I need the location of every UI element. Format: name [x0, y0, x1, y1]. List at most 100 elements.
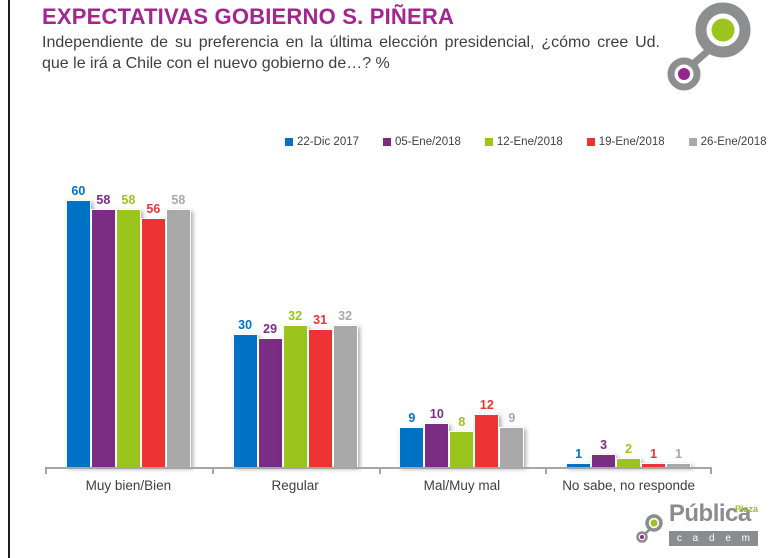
bar-value-label: 56: [146, 201, 161, 216]
bar-group: 30 29 32 31 32: [212, 309, 379, 467]
bar-value-label: 1: [575, 446, 583, 461]
bar-column: 12: [474, 397, 500, 467]
bar: [474, 413, 500, 467]
bar-column: 32: [332, 308, 358, 467]
plaza-publica-cadem-logo: Pública Plaza c a d e m: [635, 502, 758, 546]
bar-column: 30: [232, 317, 258, 467]
bar-value-label: 1: [675, 446, 683, 461]
brand-tag: Plaza: [734, 504, 758, 514]
bar: [257, 337, 283, 467]
x-axis-tick: [378, 467, 381, 474]
bar-value-label: 58: [171, 192, 186, 207]
bar-column: 56: [140, 201, 166, 467]
legend-item: 26-Ene/2018: [688, 136, 767, 148]
page-title: EXPECTATIVAS GOBIERNO S. PIÑERA: [42, 4, 455, 29]
brand-name: Pública: [668, 500, 751, 527]
plaza-publica-circles-icon: [667, 2, 751, 91]
legend-label: 12-Ene/2018: [496, 136, 563, 148]
x-axis-tick: [211, 467, 214, 474]
legend-item: 22-Dic 2017: [285, 136, 359, 148]
bar: [307, 329, 333, 467]
legend-label: 05-Ene/2018: [395, 136, 461, 148]
bar-value-label: 30: [238, 317, 253, 332]
x-axis-category-label: Mal/Muy mal: [423, 478, 501, 493]
chart-legend: 22-Dic 2017 05-Ene/2018 12-Ene/2018 19-Ene/…: [285, 136, 767, 148]
bar-column: 2: [616, 442, 642, 467]
bar-value-label: 1: [650, 446, 658, 461]
bar-column: 29: [257, 321, 283, 467]
legend-item: 19-Ene/2018: [586, 136, 665, 148]
x-axis-tick: [545, 467, 548, 474]
bar: [591, 453, 617, 467]
bar-value-label: 9: [508, 410, 516, 425]
bar: [424, 422, 450, 467]
legend-item: 12-Ene/2018: [484, 136, 563, 148]
bar: [641, 462, 667, 467]
bar-value-label: 60: [71, 184, 86, 198]
bar-value-label: 2: [625, 442, 633, 457]
bar-value-label: 8: [458, 415, 466, 430]
bar-column: 58: [115, 192, 141, 467]
bar: [232, 333, 258, 467]
x-axis-category-label: Regular: [271, 478, 319, 493]
bar: [566, 462, 592, 467]
bar: [65, 200, 91, 467]
legend-label: 26-Ene/2018: [700, 136, 767, 148]
bar-column: 32: [282, 309, 308, 467]
bar-group: 9 10 8 12 9: [379, 398, 546, 467]
bar: [616, 458, 642, 467]
legend-label: 19-Ene/2018: [598, 136, 665, 148]
bar-column: 58: [90, 192, 116, 467]
bar-column: 1: [641, 446, 667, 467]
left-border-line: [8, 0, 10, 558]
x-axis-category-label: Muy bien/Bien: [85, 478, 172, 493]
bar-column: 1: [566, 446, 592, 467]
x-axis-labels: Muy bien/Bien Regular Mal/Muy mal No sabe, …: [45, 478, 712, 493]
x-axis: [45, 467, 712, 474]
bar-column: 8: [449, 415, 475, 467]
brand-row: Pública Plaza: [669, 502, 758, 529]
bar: [449, 431, 475, 467]
bar-value-label: 3: [600, 437, 608, 452]
bar-group: 1 3 2 1 1: [545, 438, 712, 467]
legend-swatch: [383, 138, 392, 146]
bar-column: 58: [165, 192, 191, 467]
bar-value-label: 58: [121, 192, 136, 207]
bar-value-label: 10: [429, 406, 444, 421]
bar: [90, 208, 116, 467]
chart-subtitle: Independiente de su preferencia en la úl…: [42, 34, 660, 72]
bar-column: 60: [65, 184, 91, 467]
x-axis-tick: [710, 467, 712, 474]
legend-swatch: [586, 138, 595, 146]
bar: [165, 208, 191, 467]
legend-label: 22-Dic 2017: [297, 136, 360, 148]
bar-value-label: 29: [263, 321, 278, 336]
bar-value-label: 32: [338, 308, 353, 323]
x-axis-tick: [45, 467, 47, 474]
bar-column: 9: [399, 410, 425, 467]
bar-value-label: 31: [313, 313, 328, 328]
x-axis-category-label: No sabe, no responde: [562, 478, 696, 493]
bar: [115, 208, 141, 467]
bar-value-label: 12: [479, 397, 494, 412]
bar-column: 9: [499, 410, 525, 467]
bar-column: 31: [307, 313, 333, 467]
bar-column: 3: [591, 437, 617, 467]
legend-swatch: [484, 138, 493, 146]
legend-swatch: [285, 138, 293, 146]
legend-item: 05-Ene/2018: [383, 136, 461, 148]
bar-value-label: 9: [408, 410, 416, 425]
bar-column: 10: [424, 406, 450, 467]
bar: [399, 426, 425, 467]
bar-column: 1: [666, 446, 692, 467]
bar: [499, 426, 525, 467]
legend-swatch: [688, 138, 697, 146]
bar: [666, 462, 692, 467]
bar-value-label: 58: [96, 192, 111, 207]
bar: [282, 324, 308, 467]
bar: [140, 217, 166, 467]
bar-group: 60 58 58 56 58: [45, 184, 212, 467]
logo-circles-icon: [636, 514, 663, 543]
bar: [332, 324, 358, 467]
